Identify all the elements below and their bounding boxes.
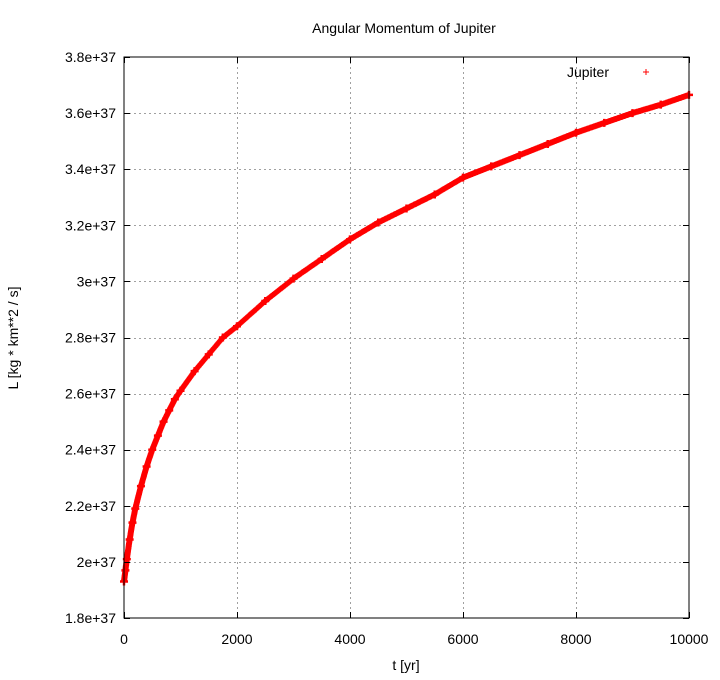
data-point bbox=[459, 173, 467, 182]
x-tick-label: 0 bbox=[120, 631, 128, 647]
y-tick-label: 2.8e+37 bbox=[65, 330, 116, 346]
data-point bbox=[289, 274, 298, 283]
data-point bbox=[142, 462, 151, 471]
x-tick-label: 4000 bbox=[334, 631, 365, 647]
y-tick-label: 1.8e+37 bbox=[65, 610, 116, 626]
y-tick-label: 2.4e+37 bbox=[65, 442, 116, 458]
data-point bbox=[170, 395, 179, 404]
data-point bbox=[600, 118, 609, 127]
data-point bbox=[233, 322, 241, 331]
x-tick-label: 10000 bbox=[670, 631, 709, 647]
data-point bbox=[346, 235, 354, 244]
data-point bbox=[176, 386, 185, 395]
data-point bbox=[153, 431, 162, 440]
data-point bbox=[148, 445, 157, 454]
data-point bbox=[218, 333, 227, 342]
y-tick-label: 2.2e+37 bbox=[65, 498, 116, 514]
chart-title: Angular Momentum of Jupiter bbox=[312, 20, 496, 36]
y-tick-labels: 1.8e+37 2e+37 2.2e+37 2.4e+37 2.6e+37 2.8e+37… bbox=[65, 49, 116, 626]
y-tick-label: 3.6e+37 bbox=[65, 105, 116, 121]
y-tick-label: 2e+37 bbox=[77, 554, 117, 570]
data-point bbox=[572, 128, 580, 137]
data-point bbox=[121, 566, 130, 575]
data-point bbox=[374, 218, 383, 227]
x-axis-label: t [yr] bbox=[392, 657, 419, 673]
data-point bbox=[628, 109, 637, 118]
grid bbox=[124, 57, 689, 618]
data-point bbox=[515, 151, 524, 160]
series-markers bbox=[121, 91, 692, 585]
y-axis-label: L [kg * km**2 / s] bbox=[5, 287, 21, 390]
y-tick-label: 3.8e+37 bbox=[65, 49, 116, 65]
y-tick-label: 2.6e+37 bbox=[65, 386, 116, 402]
data-point bbox=[430, 190, 439, 199]
data-point bbox=[125, 535, 134, 544]
data-point bbox=[204, 350, 213, 359]
y-tick-label: 3.4e+37 bbox=[65, 161, 116, 177]
data-point bbox=[136, 482, 145, 491]
data-point bbox=[261, 297, 270, 306]
x-tick-label: 6000 bbox=[447, 631, 478, 647]
data-point bbox=[317, 254, 326, 263]
axis-ticks bbox=[124, 57, 690, 619]
legend-marker-jupiter bbox=[643, 69, 649, 75]
x-tick-label: 2000 bbox=[221, 631, 252, 647]
data-point bbox=[128, 518, 137, 527]
y-tick-label: 3.2e+37 bbox=[65, 217, 116, 233]
data-point bbox=[165, 406, 174, 415]
legend: Jupiter bbox=[567, 64, 649, 80]
legend-label-jupiter: Jupiter bbox=[567, 64, 609, 80]
data-point bbox=[159, 417, 168, 426]
data-point bbox=[487, 162, 496, 171]
x-tick-labels: 0 2000 4000 6000 8000 10000 bbox=[120, 631, 709, 647]
data-point bbox=[543, 139, 552, 148]
data-point bbox=[656, 100, 665, 109]
y-tick-label: 3e+37 bbox=[77, 273, 117, 289]
plot-frame bbox=[123, 56, 690, 619]
data-point bbox=[131, 504, 140, 513]
x-tick-label: 8000 bbox=[560, 631, 591, 647]
data-point bbox=[190, 367, 199, 376]
data-point bbox=[402, 204, 411, 213]
